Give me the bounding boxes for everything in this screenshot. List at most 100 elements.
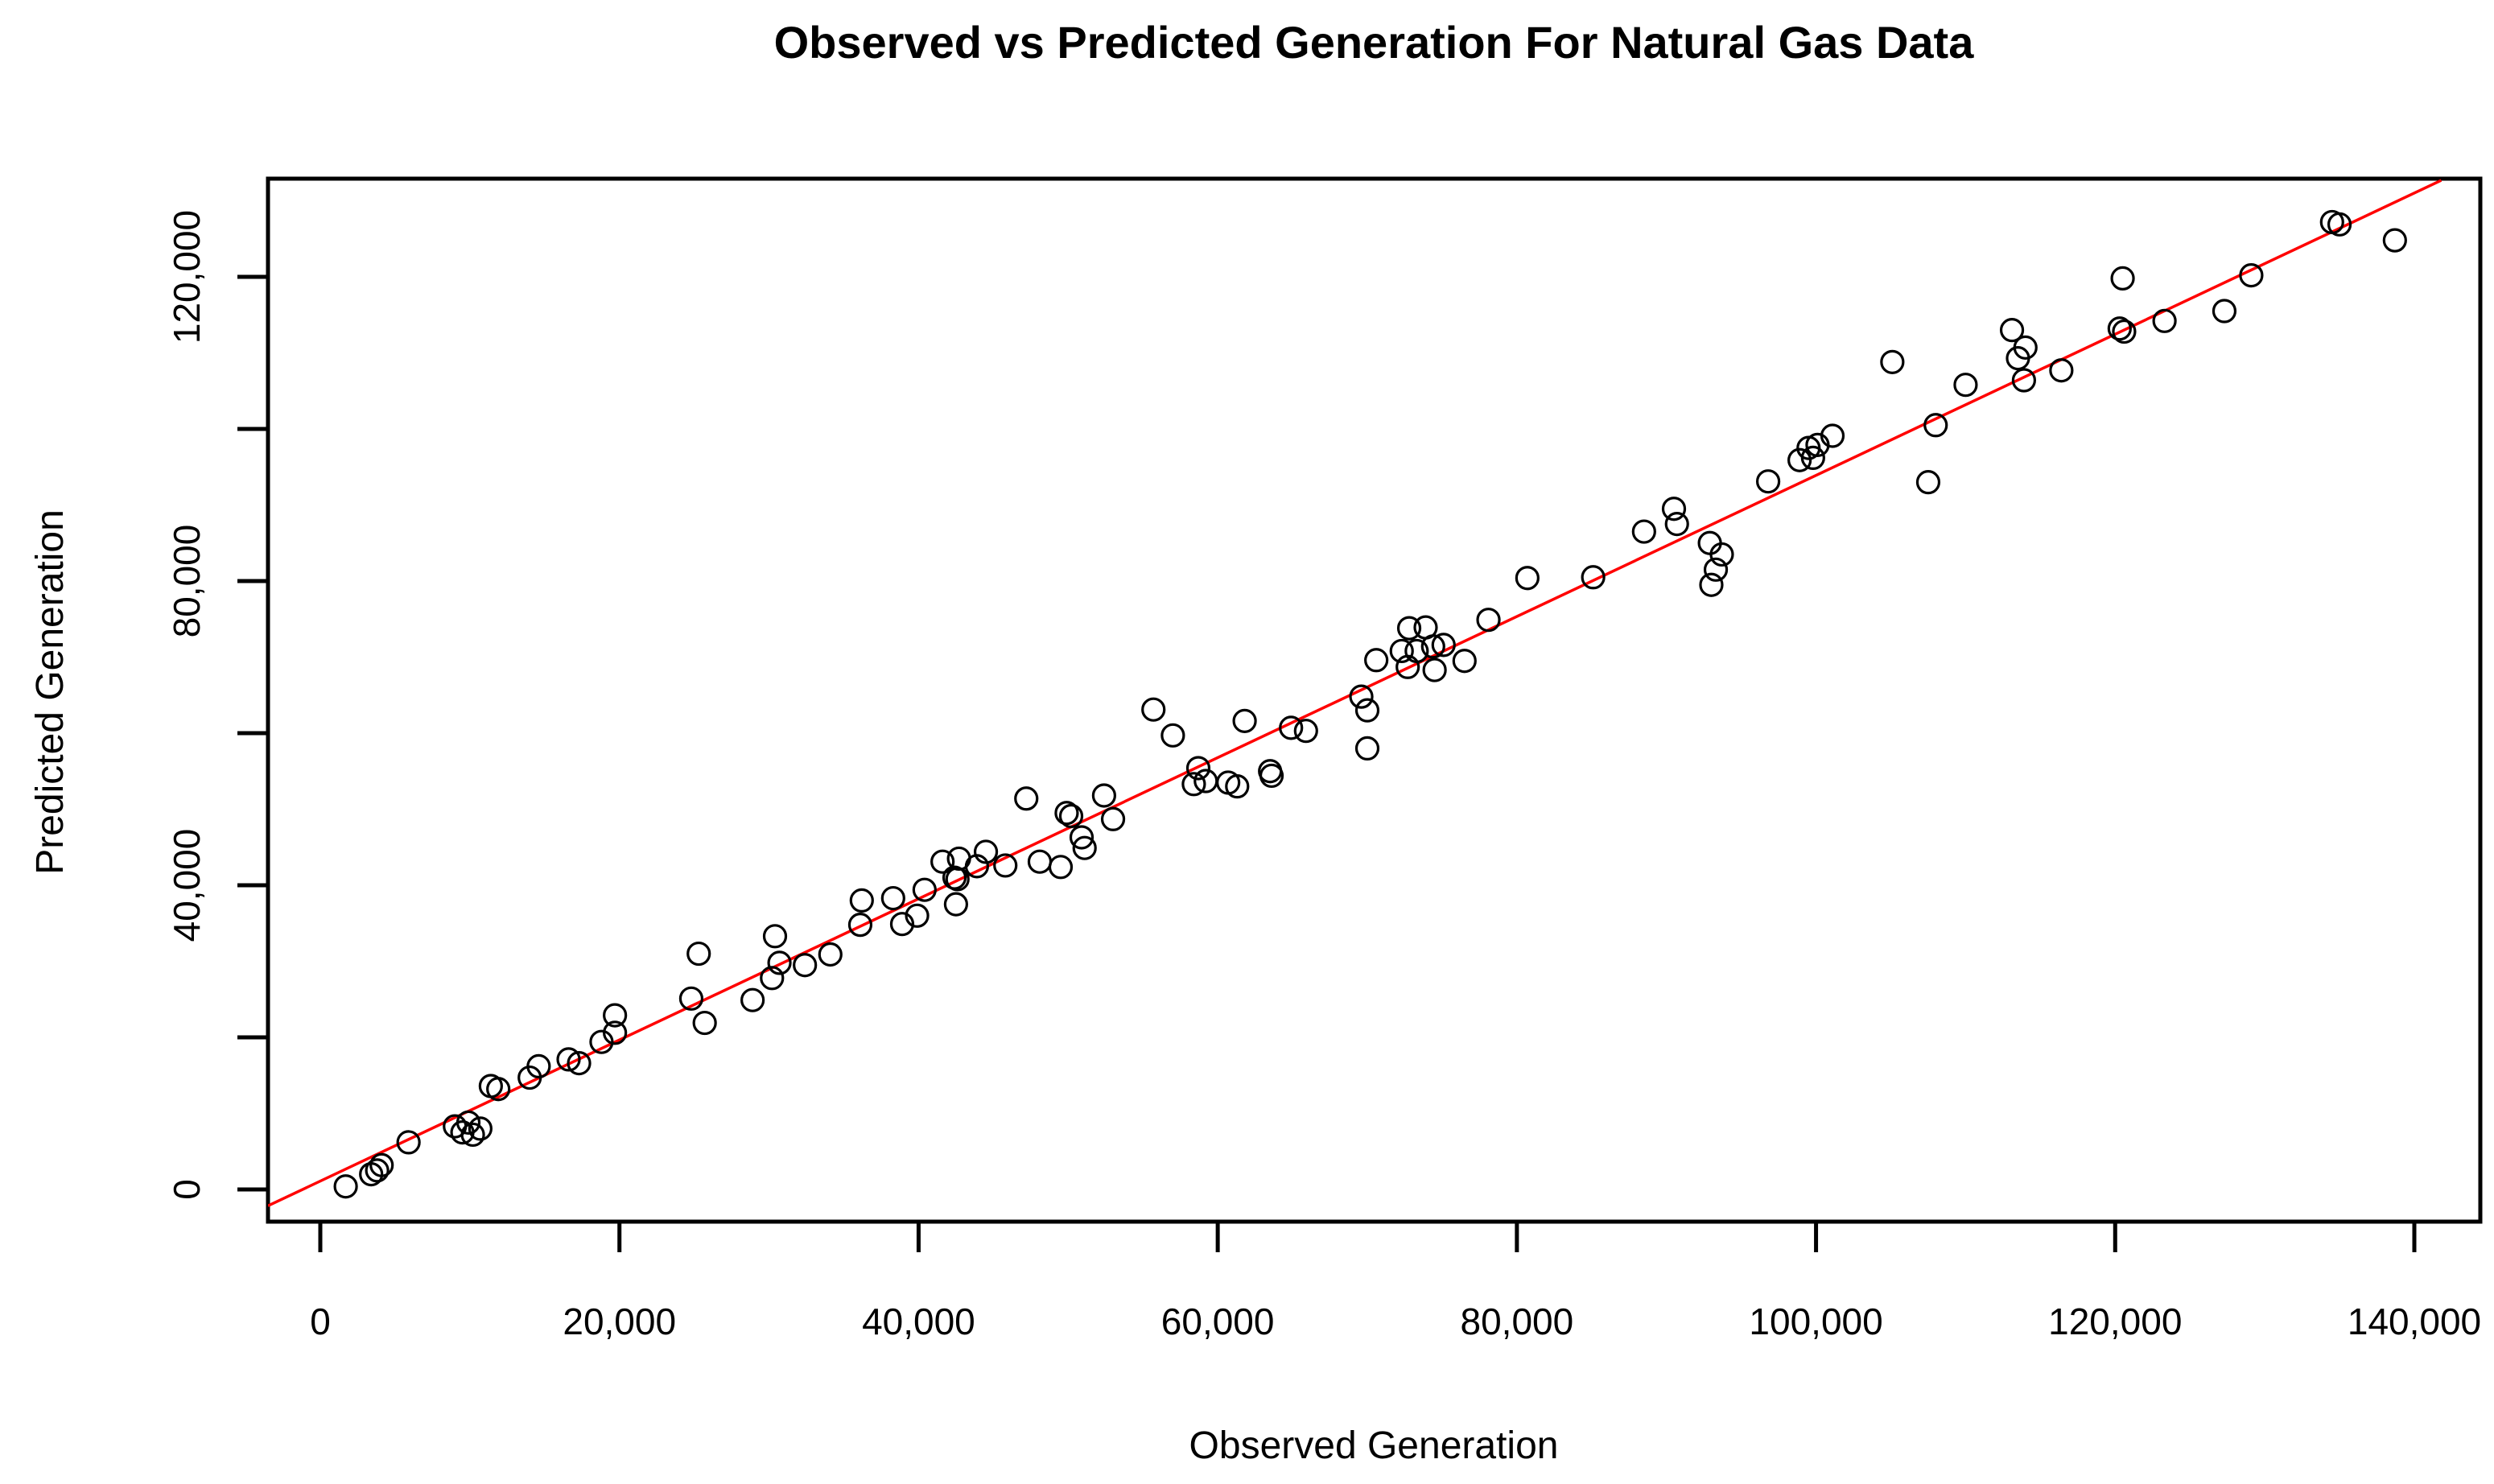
data-point bbox=[333, 1174, 358, 1199]
x-tick-label: 80,000 bbox=[1461, 1301, 1574, 1342]
data-point bbox=[686, 941, 711, 967]
data-point bbox=[2239, 263, 2264, 288]
data-point bbox=[767, 950, 792, 975]
data-point bbox=[603, 1003, 628, 1028]
data-point bbox=[2152, 308, 2177, 333]
data-point bbox=[1225, 774, 1250, 799]
data-point bbox=[2212, 299, 2237, 324]
data-point bbox=[930, 849, 955, 874]
data-point bbox=[1755, 469, 1781, 494]
data-point bbox=[1953, 373, 1978, 398]
data-point bbox=[1703, 557, 1729, 582]
data-point bbox=[556, 1047, 581, 1072]
data-point bbox=[849, 888, 874, 913]
data-point bbox=[589, 1029, 614, 1054]
data-point bbox=[993, 853, 1018, 878]
data-point bbox=[1027, 849, 1053, 874]
data-point bbox=[2110, 266, 2135, 291]
data-point bbox=[2049, 358, 2074, 383]
fit-line-layer bbox=[268, 179, 2442, 1207]
data-point bbox=[1431, 633, 1456, 657]
data-point bbox=[1100, 806, 1126, 831]
data-point bbox=[793, 953, 818, 978]
data-point bbox=[905, 903, 930, 928]
data-point bbox=[1232, 708, 1257, 733]
data-point bbox=[1787, 447, 1812, 472]
data-point bbox=[1697, 530, 1722, 555]
data-point bbox=[1193, 769, 1218, 794]
data-point bbox=[486, 1077, 511, 1102]
data-point bbox=[818, 942, 843, 967]
data-point bbox=[2107, 316, 2132, 341]
data-point bbox=[1452, 649, 1477, 674]
data-point bbox=[847, 913, 873, 938]
data-point bbox=[1293, 719, 1318, 744]
data-point bbox=[1515, 566, 1540, 591]
data-point bbox=[889, 912, 915, 937]
x-axis-title: Observed Generation bbox=[1189, 1424, 1559, 1467]
data-point bbox=[1048, 855, 1074, 880]
data-point bbox=[1279, 715, 1304, 740]
y-tick-label: 40,000 bbox=[166, 829, 208, 942]
y-tick-label: 120,000 bbox=[166, 210, 208, 344]
data-point bbox=[1014, 786, 1039, 811]
data-point bbox=[1420, 634, 1445, 659]
y-tick-label: 80,000 bbox=[166, 525, 208, 638]
data-point bbox=[1259, 763, 1284, 789]
data-point bbox=[973, 839, 999, 864]
data-point bbox=[1923, 413, 1948, 438]
data-point bbox=[2382, 228, 2407, 253]
data-point bbox=[678, 986, 704, 1011]
data-point bbox=[1058, 803, 1084, 829]
data-point bbox=[692, 1010, 717, 1036]
data-point bbox=[1404, 638, 1429, 664]
chart-title: Observed vs Predicted Generation For Nat… bbox=[774, 17, 1975, 68]
x-tick-label: 60,000 bbox=[1161, 1301, 1275, 1342]
data-point bbox=[1999, 318, 2025, 343]
data-point bbox=[912, 877, 937, 902]
x-tick-label: 140,000 bbox=[2348, 1301, 2481, 1342]
data-point bbox=[762, 924, 788, 949]
x-tick-label: 0 bbox=[310, 1301, 331, 1342]
data-point bbox=[880, 885, 905, 911]
data-point bbox=[1069, 825, 1094, 850]
data-point bbox=[2011, 368, 2037, 393]
data-point bbox=[1422, 657, 1447, 682]
data-point bbox=[603, 1020, 628, 1045]
data-points-layer bbox=[333, 209, 2407, 1199]
data-point bbox=[456, 1110, 481, 1135]
x-tick-label: 120,000 bbox=[2048, 1301, 2182, 1342]
data-point bbox=[1091, 783, 1116, 808]
data-point bbox=[1661, 497, 1687, 521]
data-point bbox=[1699, 572, 1724, 597]
fit-line bbox=[268, 179, 2442, 1207]
data-point bbox=[1364, 648, 1389, 673]
data-point bbox=[1185, 756, 1211, 781]
data-point bbox=[365, 1158, 390, 1183]
data-point bbox=[1581, 565, 1606, 590]
data-point bbox=[760, 966, 785, 991]
data-point bbox=[1800, 445, 1825, 471]
data-point bbox=[526, 1053, 551, 1079]
data-point bbox=[2006, 346, 2030, 371]
x-tick-label: 20,000 bbox=[563, 1301, 676, 1342]
data-point bbox=[740, 987, 765, 1012]
data-point bbox=[1181, 772, 1206, 797]
data-point bbox=[1072, 835, 1097, 860]
data-point bbox=[1354, 736, 1380, 761]
data-point bbox=[468, 1116, 493, 1141]
x-tick-label: 40,000 bbox=[862, 1301, 975, 1342]
data-point bbox=[943, 892, 968, 917]
axes: 0 20,000 40,000 60,000 80,000 100,000 120,000 1… bbox=[166, 176, 2483, 1342]
data-point bbox=[1396, 616, 1422, 641]
data-point bbox=[1054, 801, 1079, 826]
data-point bbox=[1880, 349, 1905, 374]
data-point bbox=[1476, 608, 1501, 633]
data-point bbox=[2327, 212, 2352, 237]
data-point bbox=[396, 1130, 421, 1155]
data-point bbox=[1141, 697, 1166, 722]
data-point bbox=[1354, 698, 1380, 723]
data-point bbox=[1160, 723, 1185, 748]
data-point bbox=[1820, 423, 1845, 448]
